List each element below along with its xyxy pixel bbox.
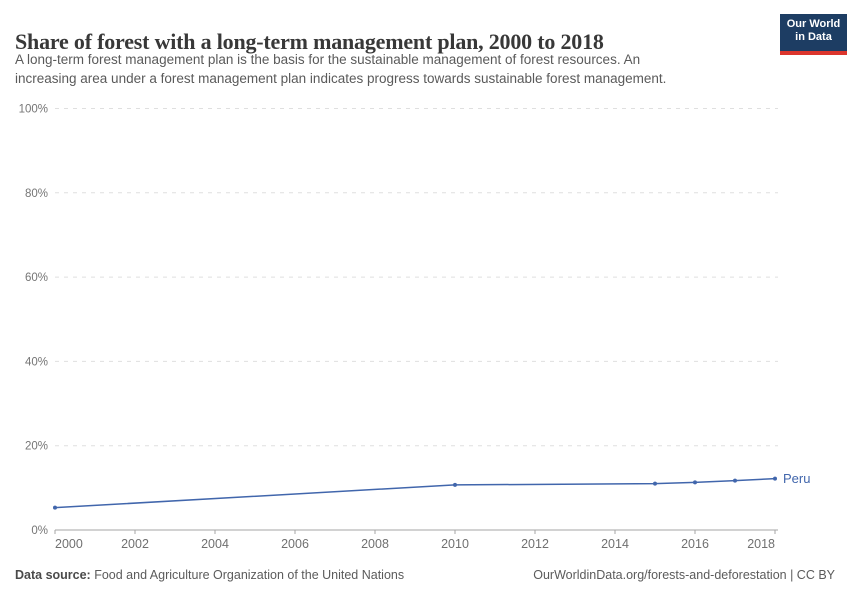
attribution-link[interactable]: OurWorldinData.org/forests-and-deforesta… xyxy=(533,568,835,582)
data-point-peru-2017 xyxy=(733,478,737,483)
x-tick-label-2016: 2016 xyxy=(681,537,709,551)
chart-subtitle: A long-term forest management plan is th… xyxy=(15,50,755,88)
chart-footer: Data source: Food and Agriculture Organi… xyxy=(15,568,835,582)
data-source: Data source: Food and Agriculture Organi… xyxy=(15,568,404,582)
chart-subtitle-line-2: increasing area under a forest managemen… xyxy=(15,71,667,86)
y-tick-label-60: 60% xyxy=(25,272,48,284)
data-point-peru-2016 xyxy=(693,480,697,485)
y-tick-label-0: 0% xyxy=(31,525,48,537)
x-tick-label-2002: 2002 xyxy=(121,537,149,551)
owid-logo[interactable]: Our World in Data xyxy=(780,14,847,55)
data-source-label: Data source: xyxy=(15,568,91,582)
data-line-peru xyxy=(54,477,776,509)
x-tick-label-2006: 2006 xyxy=(281,537,309,551)
x-tick-label-2014: 2014 xyxy=(601,537,629,551)
y-tick-label-80: 80% xyxy=(25,188,48,200)
data-point-peru-2010 xyxy=(453,482,457,487)
series-end-label-peru: Peru xyxy=(783,471,810,486)
x-tick-label-2012: 2012 xyxy=(521,537,549,551)
y-tick-label-100: 100% xyxy=(19,104,48,116)
y-tick-label-40: 40% xyxy=(25,356,48,368)
line-chart: 0% 20% 40% 60% 80% 100% 2000 2002 2004 2006 2008 20… xyxy=(19,104,811,552)
x-tick-label-2004: 2004 xyxy=(201,537,229,551)
chart-subtitle-line-1: A long-term forest management plan is th… xyxy=(15,52,641,67)
page-title: Share of forest with a long-term managem… xyxy=(15,28,604,54)
owid-logo-line-2: in Data xyxy=(795,31,832,43)
data-point-peru-2015 xyxy=(653,481,657,486)
y-tick-label-20: 20% xyxy=(25,441,48,453)
data-point-peru-2018 xyxy=(773,476,777,481)
data-point-peru-2000 xyxy=(53,505,57,510)
x-tick-label-2018: 2018 xyxy=(747,537,775,551)
owid-logo-line-1: Our World xyxy=(786,18,841,30)
x-tick-label-2000: 2000 xyxy=(55,537,83,551)
data-source-text: Food and Agriculture Organization of the… xyxy=(90,568,405,582)
x-tick-label-2010: 2010 xyxy=(441,537,469,551)
x-tick-label-2008: 2008 xyxy=(361,537,389,551)
